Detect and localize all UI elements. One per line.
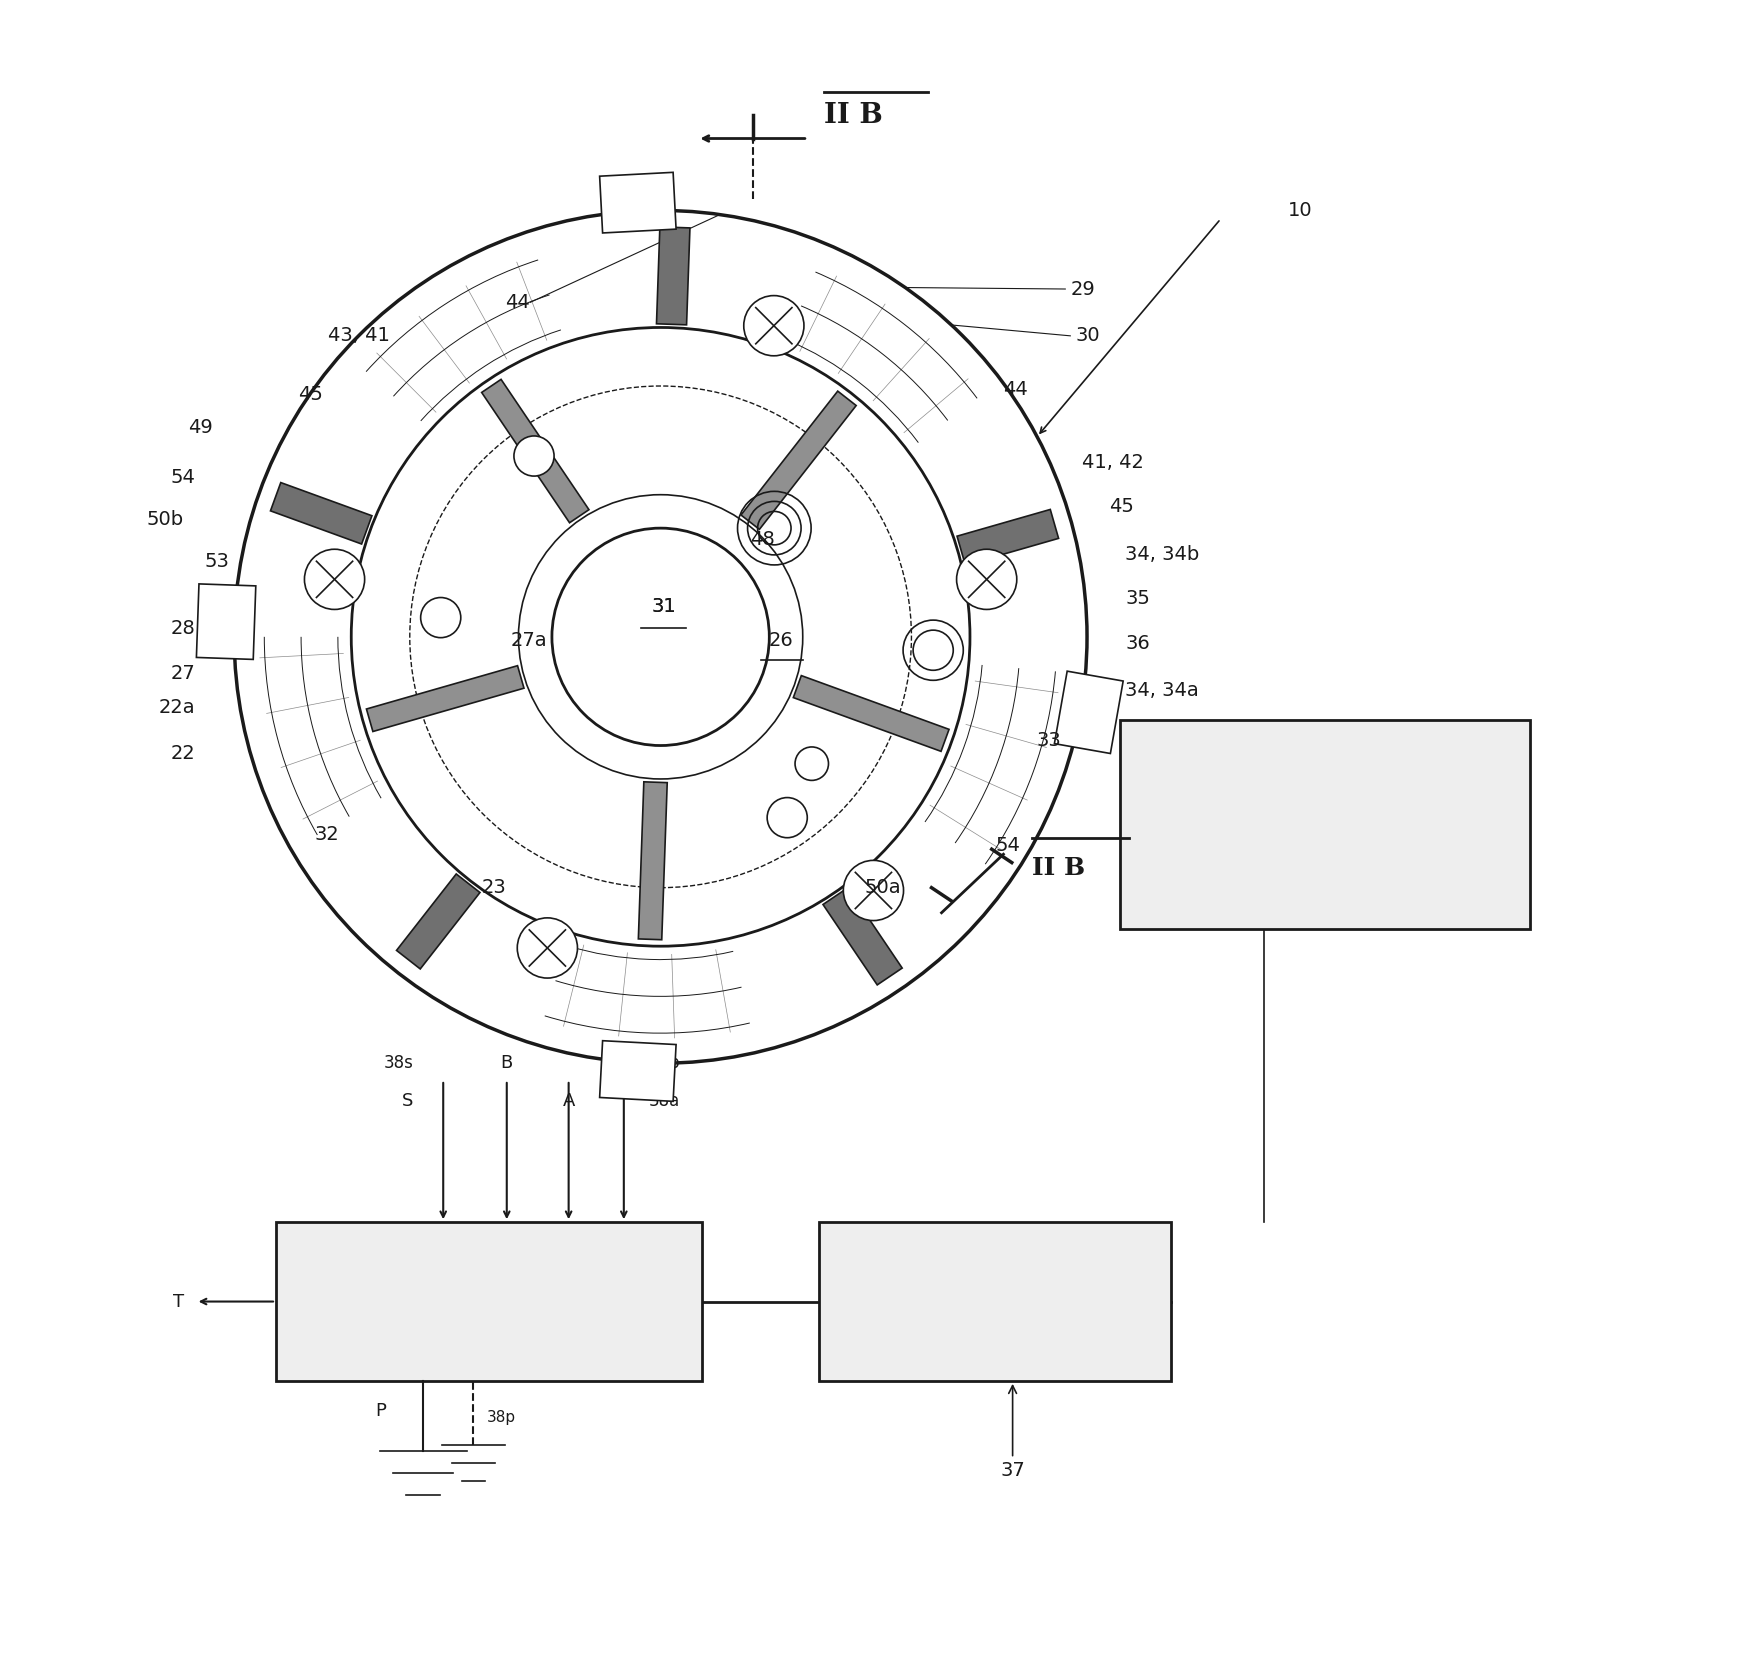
Text: 53: 53 (204, 553, 230, 571)
Text: 49: 49 (188, 419, 212, 437)
Text: 30: 30 (1074, 327, 1099, 345)
Text: 38s: 38s (383, 1054, 412, 1072)
Text: 31: 31 (651, 598, 676, 616)
Circle shape (518, 918, 577, 978)
Text: 44: 44 (1002, 380, 1028, 399)
Text: 10: 10 (1286, 201, 1311, 219)
Text: 32: 32 (314, 824, 339, 844)
Text: 38a: 38a (649, 1092, 679, 1111)
Text: 37: 37 (1000, 1385, 1025, 1481)
Circle shape (795, 747, 828, 781)
Text: 45: 45 (1107, 497, 1134, 516)
Bar (1120, 720, 1529, 930)
Polygon shape (481, 379, 588, 523)
Polygon shape (823, 888, 902, 985)
Text: A: A (562, 1092, 574, 1111)
Polygon shape (397, 874, 479, 968)
Circle shape (956, 549, 1016, 610)
Text: 54: 54 (995, 836, 1020, 856)
Text: 50a: 50a (863, 878, 900, 898)
Text: II B: II B (1032, 856, 1085, 879)
Circle shape (421, 598, 460, 638)
Text: 28: 28 (170, 620, 195, 638)
Text: 34, 34a: 34, 34a (1125, 680, 1199, 700)
Polygon shape (197, 585, 256, 660)
Text: 35: 35 (1125, 590, 1150, 608)
Text: 50b: 50b (147, 511, 184, 529)
Polygon shape (598, 173, 676, 233)
Polygon shape (656, 226, 690, 325)
Text: 48: 48 (749, 531, 774, 549)
Text: T: T (174, 1293, 184, 1310)
Polygon shape (367, 665, 523, 732)
Circle shape (767, 797, 807, 838)
Text: 38b: 38b (649, 1054, 681, 1072)
Polygon shape (741, 392, 856, 529)
Polygon shape (598, 1040, 676, 1102)
Text: 31: 31 (651, 598, 676, 616)
Bar (820, 1223, 1171, 1380)
Text: 44: 44 (505, 293, 530, 312)
Text: 34, 34b: 34, 34b (1125, 546, 1199, 564)
Text: 27a: 27a (511, 631, 546, 650)
Text: II B: II B (825, 102, 883, 129)
Text: 45: 45 (298, 385, 323, 404)
Text: 29: 29 (1071, 280, 1095, 298)
Text: 22a: 22a (160, 697, 195, 717)
Circle shape (514, 436, 555, 476)
Text: 38p: 38p (486, 1410, 516, 1425)
Circle shape (842, 861, 904, 921)
Circle shape (744, 295, 804, 355)
Text: S: S (402, 1092, 412, 1111)
Polygon shape (639, 782, 667, 940)
Text: 26: 26 (769, 631, 793, 650)
Text: 54: 54 (170, 469, 195, 487)
Text: 27: 27 (170, 663, 195, 683)
Text: 36: 36 (1125, 635, 1150, 653)
Circle shape (304, 549, 365, 610)
Text: 41, 42: 41, 42 (1081, 454, 1143, 472)
Text: B: B (500, 1054, 512, 1072)
Text: 23: 23 (481, 878, 507, 898)
Bar (276, 1223, 702, 1380)
Polygon shape (793, 675, 948, 752)
Text: 22: 22 (170, 744, 195, 764)
Text: 33: 33 (1035, 730, 1062, 750)
Polygon shape (956, 509, 1058, 564)
Polygon shape (270, 482, 372, 544)
Text: 43, 41: 43, 41 (328, 327, 390, 345)
Polygon shape (1053, 672, 1123, 754)
Text: P: P (376, 1402, 386, 1420)
